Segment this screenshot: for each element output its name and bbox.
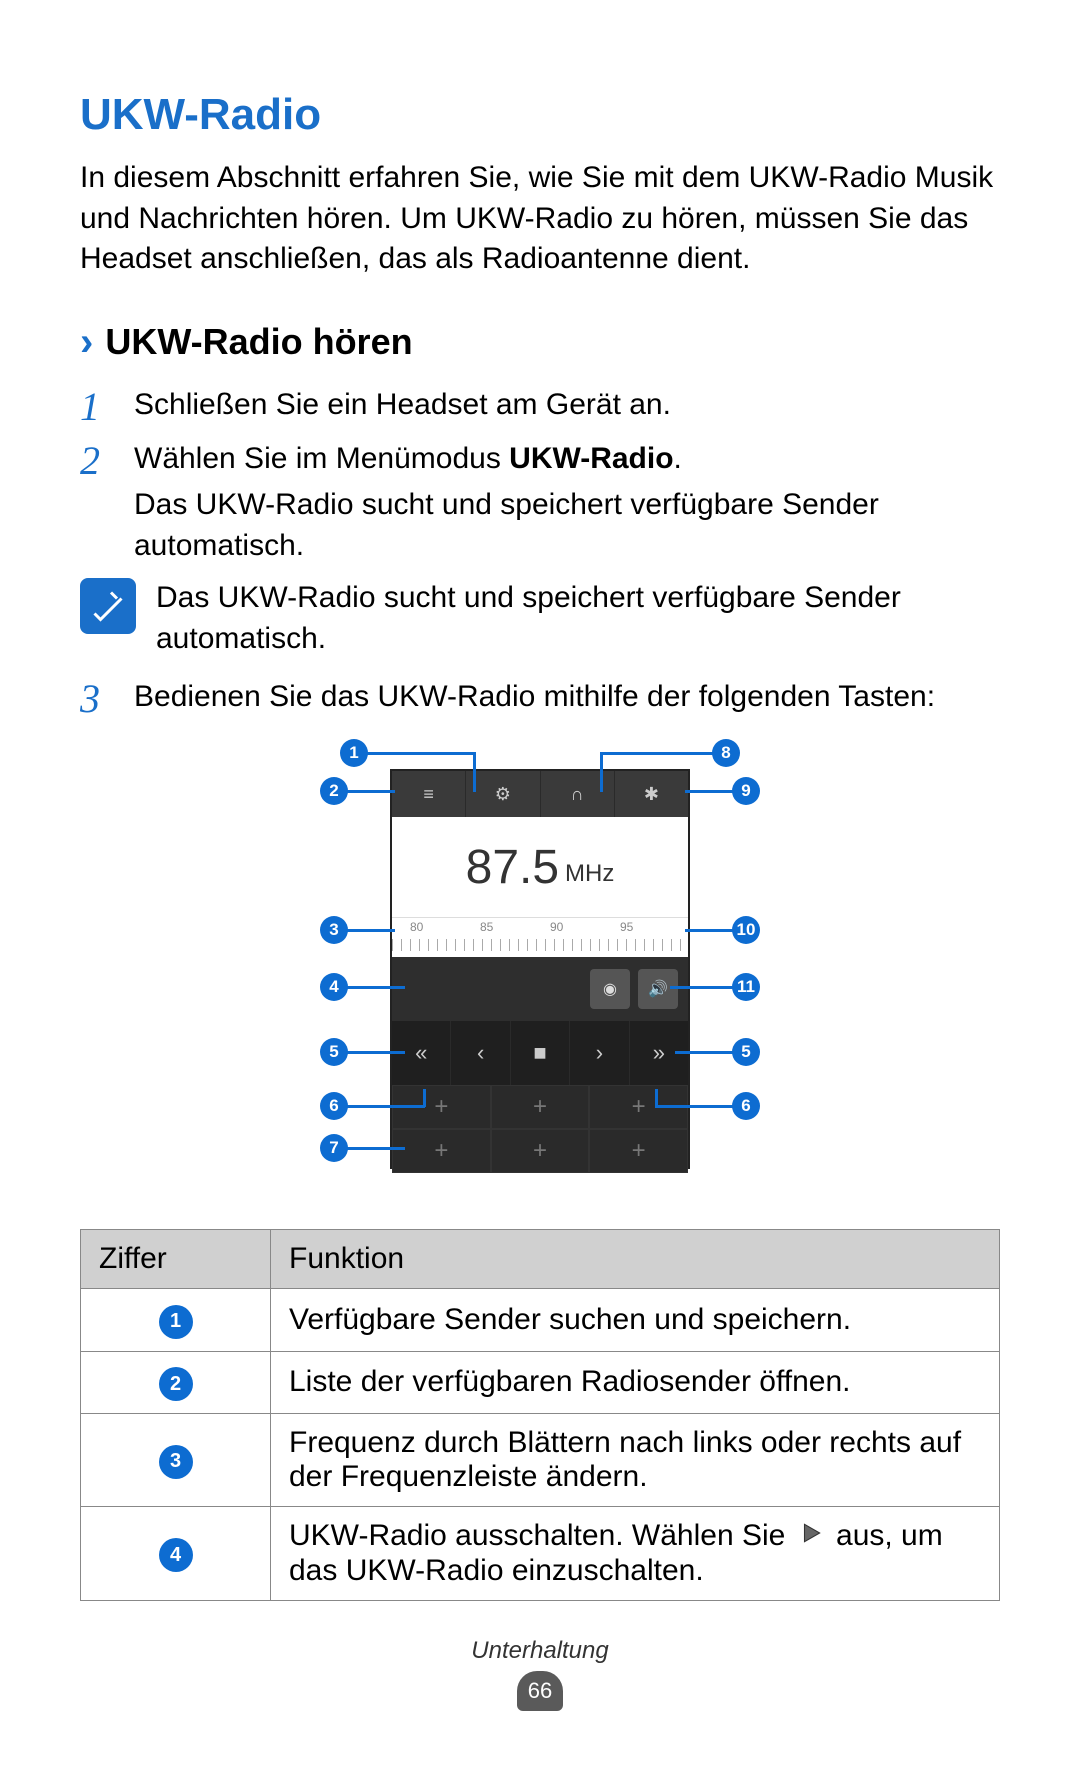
list-icon: ≡ [392, 771, 466, 817]
settings-icon: ✱ [615, 771, 688, 817]
frequency-display: 87.5 MHz [392, 817, 688, 917]
note-text: Das UKW-Radio sucht und speichert verfüg… [156, 578, 1000, 659]
step-subtext: Das UKW-Radio sucht und speichert verfüg… [134, 485, 1000, 566]
step-1: 1 Schließen Sie ein Headset am Gerät an. [80, 385, 1000, 427]
row-number-badge: 4 [159, 1538, 193, 1572]
radio-topbar: ≡ ⚙ ∩ ✱ [392, 771, 688, 817]
table-row: 1 Verfügbare Sender suchen und speichern… [81, 1289, 1000, 1352]
radio-screenshot: ≡ ⚙ ∩ ✱ 87.5 MHz 80 85 90 95 ◉ 🔊 « [390, 769, 690, 1169]
ruler-ticks [392, 939, 688, 951]
row-number-badge: 1 [159, 1305, 193, 1339]
row-function-pre: UKW-Radio ausschalten. Wählen Sie [289, 1519, 794, 1552]
diagram-callout: 5 [732, 1038, 760, 1066]
row-function: Verfügbare Sender suchen und speichern. [271, 1289, 1000, 1352]
diagram-callout: 5 [320, 1038, 348, 1066]
step-text: Bedienen Sie das UKW-Radio mithilfe der … [134, 677, 1000, 718]
row-function: Frequenz durch Blättern nach links oder … [271, 1414, 1000, 1507]
table-row: 3 Frequenz durch Blättern nach links ode… [81, 1414, 1000, 1507]
page-title: UKW-Radio [80, 90, 1000, 140]
preset-slot: + [491, 1129, 590, 1173]
scan-icon: ⚙ [466, 771, 540, 817]
diagram-callout: 3 [320, 916, 348, 944]
radio-diagram: 1 2 3 4 5 6 7 8 9 10 11 5 6 ≡ ⚙ [80, 739, 1000, 1199]
table-header-number: Ziffer [81, 1230, 271, 1289]
row-function: UKW-Radio ausschalten. Wählen Sie aus, u… [271, 1507, 1000, 1601]
step-text: Wählen Sie im Menümodus UKW-Radio. Das U… [134, 439, 1000, 567]
intro-paragraph: In diesem Abschnitt erfahren Sie, wie Si… [80, 158, 1000, 280]
diagram-callout: 6 [732, 1092, 760, 1120]
diagram-callout: 8 [712, 739, 740, 767]
page-number: 66 [517, 1671, 563, 1711]
stop-icon: ■ [511, 1021, 570, 1085]
play-icon [798, 1520, 824, 1554]
note-icon [80, 578, 136, 634]
row-function: Liste der verfügbaren Radiosender öffnen… [271, 1351, 1000, 1414]
radio-controls: « ‹ ■ › » [392, 1021, 688, 1085]
row-number-badge: 3 [159, 1445, 193, 1479]
diagram-callout: 4 [320, 973, 348, 1001]
ruler-label: 95 [620, 920, 633, 934]
step-number: 1 [80, 385, 134, 427]
ruler-label: 85 [480, 920, 493, 934]
step-text-post: . [674, 442, 682, 475]
headphones-icon: ∩ [541, 771, 615, 817]
preset-slot: + [589, 1129, 688, 1173]
preset-slot: + [392, 1129, 491, 1173]
record-icon: ◉ [590, 969, 630, 1009]
frequency-value: 87.5 [466, 840, 559, 895]
table-row: 4 UKW-Radio ausschalten. Wählen Sie aus,… [81, 1507, 1000, 1601]
step-text-pre: Wählen Sie im Menümodus [134, 442, 509, 475]
step-3: 3 Bedienen Sie das UKW-Radio mithilfe de… [80, 677, 1000, 719]
step-2: 2 Wählen Sie im Menümodus UKW-Radio. Das… [80, 439, 1000, 567]
diagram-callout: 2 [320, 777, 348, 805]
step-text: Schließen Sie ein Headset am Gerät an. [134, 385, 1000, 426]
radio-presets: + + + + + + [392, 1085, 688, 1173]
subsection-title: UKW-Radio hören [105, 321, 412, 363]
steps-list: 1 Schließen Sie ein Headset am Gerät an.… [80, 385, 1000, 720]
frequency-ruler: 80 85 90 95 [392, 917, 688, 957]
ruler-label: 80 [410, 920, 423, 934]
note-callout: Das UKW-Radio sucht und speichert verfüg… [80, 578, 1000, 659]
diagram-callout: 6 [320, 1092, 348, 1120]
preset-slot: + [491, 1085, 590, 1129]
page-footer: Unterhaltung 66 [0, 1637, 1080, 1711]
chevron-right-icon: › [80, 320, 93, 365]
row-number-badge: 2 [159, 1367, 193, 1401]
table-header-function: Funktion [271, 1230, 1000, 1289]
diagram-callout: 11 [732, 973, 760, 1001]
subsection-heading: › UKW-Radio hören [80, 320, 1000, 365]
step-text-bold: UKW-Radio [509, 442, 673, 475]
function-table: Ziffer Funktion 1 Verfügbare Sender such… [80, 1229, 1000, 1601]
diagram-callout: 7 [320, 1134, 348, 1162]
diagram-callout: 10 [732, 916, 760, 944]
radio-midsection: ◉ 🔊 [392, 957, 688, 1021]
next-icon: › [570, 1021, 629, 1085]
speaker-icon: 🔊 [638, 969, 678, 1009]
step-number: 3 [80, 677, 134, 719]
section-name: Unterhaltung [0, 1637, 1080, 1665]
ruler-label: 90 [550, 920, 563, 934]
diagram-callout: 1 [340, 739, 368, 767]
diagram-callout: 9 [732, 777, 760, 805]
prev-icon: ‹ [451, 1021, 510, 1085]
frequency-unit: MHz [565, 860, 614, 888]
table-row: 2 Liste der verfügbaren Radiosender öffn… [81, 1351, 1000, 1414]
step-number: 2 [80, 439, 134, 481]
